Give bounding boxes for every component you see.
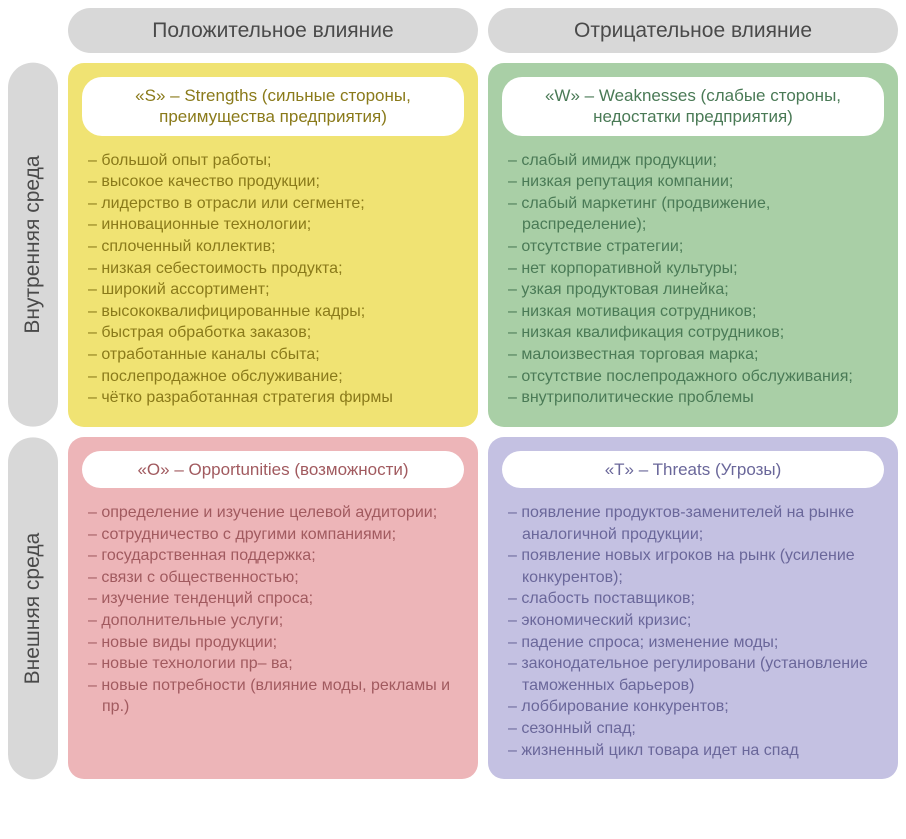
- list-item: инновационные технологии;: [88, 214, 464, 236]
- row-header-external: Внешняя среда: [8, 437, 58, 779]
- col-header-negative: Отрицательное влияние: [488, 8, 898, 53]
- list-item: отсутствие стратегии;: [508, 236, 884, 258]
- list-item: дополнительные услуги;: [88, 610, 464, 632]
- list-item: малоизвестная торговая марка;: [508, 344, 884, 366]
- col-header-positive: Положительное влияние: [68, 8, 478, 53]
- quadrant-list-weaknesses: слабый имидж продукции;низкая репутация …: [502, 150, 884, 409]
- list-item: слабый маркетинг (продвижение, распредел…: [508, 193, 884, 236]
- list-item: широкий ассортимент;: [88, 279, 464, 301]
- list-item: высокое качество продукции;: [88, 171, 464, 193]
- list-item: чётко разработанная стратегия фирмы: [88, 387, 464, 409]
- list-item: новые технологии пр– ва;: [88, 653, 464, 675]
- list-item: появление продуктов-заменителей на рынке…: [508, 502, 884, 545]
- list-item: высококвалифицированные кадры;: [88, 301, 464, 323]
- list-item: низкая себестоимость продукта;: [88, 258, 464, 280]
- quadrant-title-opportunities: «O» – Opportunities (возможности): [82, 451, 464, 488]
- list-item: падение спроса; изменение моды;: [508, 632, 884, 654]
- swot-grid: Положительное влияние Отрицательное влия…: [8, 8, 898, 779]
- list-item: сезонный спад;: [508, 718, 884, 740]
- quadrant-strengths: «S» – Strengths (сильные стороны, преиму…: [68, 63, 478, 427]
- list-item: низкая мотивация сотрудников;: [508, 301, 884, 323]
- list-item: быстрая обработка заказов;: [88, 322, 464, 344]
- quadrant-list-strengths: большой опыт работы;высокое качество про…: [82, 150, 464, 409]
- list-item: нет корпоративной культуры;: [508, 258, 884, 280]
- list-item: большой опыт работы;: [88, 150, 464, 172]
- quadrant-opportunities: «O» – Opportunities (возможности) опреде…: [68, 437, 478, 779]
- list-item: отсутствие послепродажного обслуживания;: [508, 366, 884, 388]
- list-item: появление новых игроков на рынк (усилени…: [508, 545, 884, 588]
- list-item: экономический кризис;: [508, 610, 884, 632]
- list-item: новые виды продукции;: [88, 632, 464, 654]
- quadrant-weaknesses: «W» – Weaknesses (слабые стороны, недост…: [488, 63, 898, 427]
- list-item: изучение тенденций спроса;: [88, 588, 464, 610]
- list-item: узкая продуктовая линейка;: [508, 279, 884, 301]
- quadrant-title-threats: «T» – Threats (Угрозы): [502, 451, 884, 488]
- quadrant-title-strengths: «S» – Strengths (сильные стороны, преиму…: [82, 77, 464, 136]
- empty-corner: [8, 8, 58, 53]
- quadrant-threats: «T» – Threats (Угрозы) появление продукт…: [488, 437, 898, 779]
- list-item: отработанные каналы сбыта;: [88, 344, 464, 366]
- row-header-internal: Внутренняя среда: [8, 63, 58, 427]
- quadrant-title-weaknesses: «W» – Weaknesses (слабые стороны, недост…: [502, 77, 884, 136]
- list-item: определение и изучение целевой аудитории…: [88, 502, 464, 524]
- list-item: жизненный цикл товара идет на спад: [508, 740, 884, 762]
- list-item: слабый имидж продукции;: [508, 150, 884, 172]
- list-item: государственная поддержка;: [88, 545, 464, 567]
- list-item: внутриполитические проблемы: [508, 387, 884, 409]
- list-item: связи с общественностью;: [88, 567, 464, 589]
- quadrant-list-opportunities: определение и изучение целевой аудитории…: [82, 502, 464, 718]
- list-item: законодательное регулировани (установлен…: [508, 653, 884, 696]
- list-item: низкая репутация компании;: [508, 171, 884, 193]
- list-item: сотрудничество с другими компаниями;: [88, 524, 464, 546]
- list-item: низкая квалификация сотрудников;: [508, 322, 884, 344]
- list-item: новые потребности (влияние моды, рекламы…: [88, 675, 464, 718]
- list-item: лоббирование конкурентов;: [508, 696, 884, 718]
- list-item: сплоченный коллектив;: [88, 236, 464, 258]
- quadrant-list-threats: появление продуктов-заменителей на рынке…: [502, 502, 884, 761]
- list-item: слабость поставщиков;: [508, 588, 884, 610]
- list-item: послепродажное обслуживание;: [88, 366, 464, 388]
- list-item: лидерство в отрасли или сегменте;: [88, 193, 464, 215]
